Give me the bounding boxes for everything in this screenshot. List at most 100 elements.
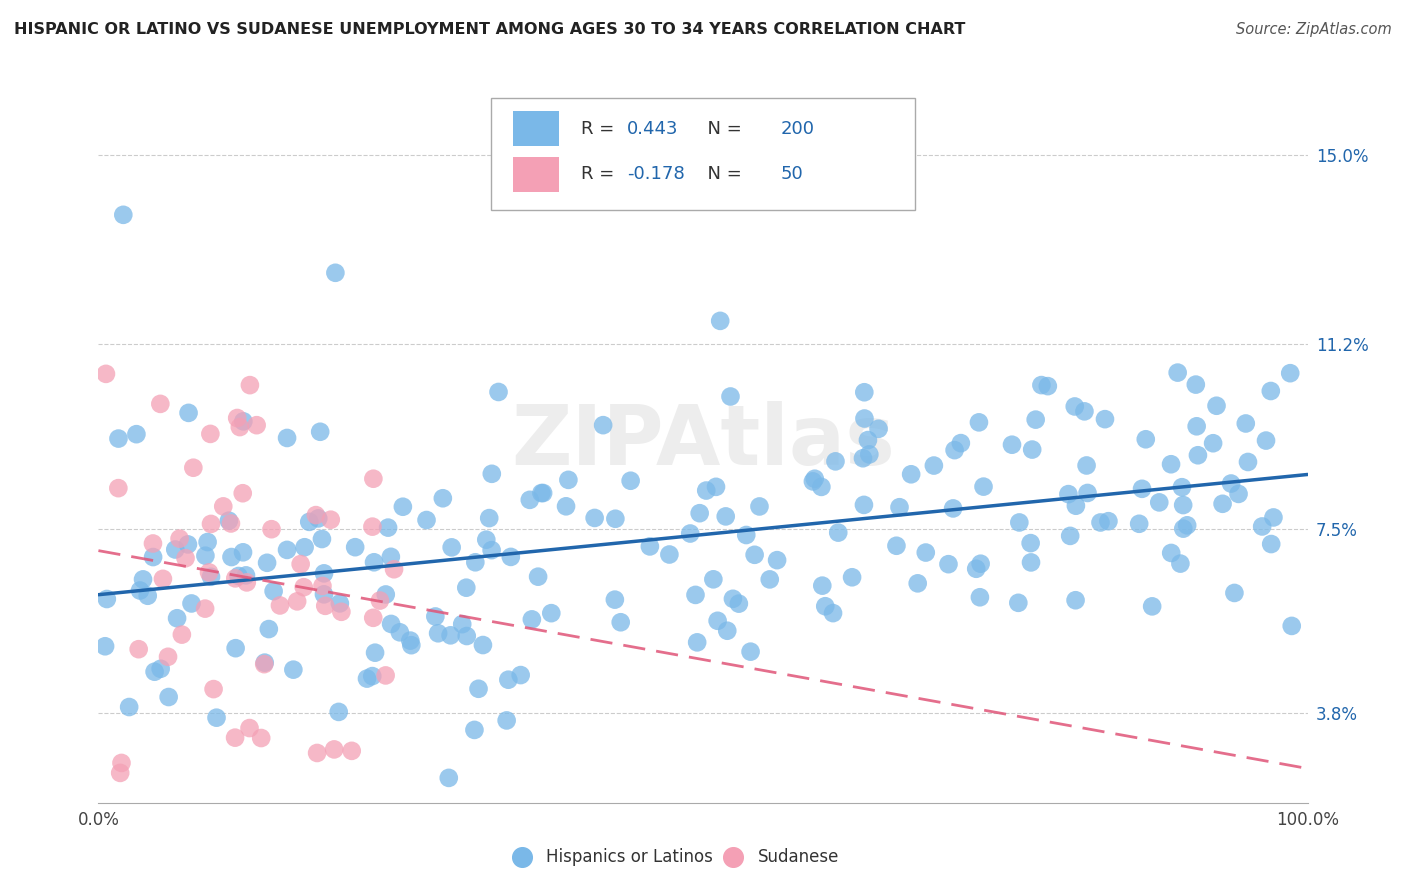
Point	[344, 540, 367, 554]
Point	[821, 606, 844, 620]
Point	[157, 690, 180, 704]
Point	[638, 540, 661, 554]
Point	[269, 599, 291, 613]
Point	[427, 626, 450, 640]
Point	[205, 711, 228, 725]
Point	[246, 418, 269, 433]
Point	[174, 551, 197, 566]
Point	[142, 549, 165, 564]
Point	[509, 668, 531, 682]
Point	[253, 657, 276, 672]
Point	[235, 568, 257, 582]
Point	[527, 570, 550, 584]
Point	[118, 700, 141, 714]
Text: N =: N =	[696, 120, 747, 137]
Point	[841, 570, 863, 584]
Point	[495, 714, 517, 728]
Point	[498, 673, 520, 687]
Point	[250, 731, 273, 745]
Point	[464, 555, 486, 569]
Point	[456, 581, 478, 595]
Point	[499, 549, 522, 564]
Point	[374, 587, 396, 601]
Point	[253, 656, 276, 670]
Point	[727, 597, 749, 611]
Text: Sudanese: Sudanese	[758, 848, 839, 866]
Point	[197, 535, 219, 549]
Point	[1173, 498, 1195, 512]
Point	[229, 420, 252, 434]
Point	[1097, 514, 1119, 528]
Point	[463, 723, 485, 737]
Point	[811, 579, 834, 593]
Point	[1160, 546, 1182, 560]
Text: 50: 50	[780, 165, 803, 183]
Point	[605, 512, 627, 526]
Point	[232, 414, 254, 428]
Point	[868, 422, 890, 436]
Point	[1025, 412, 1047, 426]
Point	[165, 542, 187, 557]
Point	[1149, 495, 1171, 509]
Text: ZIPAtlas: ZIPAtlas	[510, 401, 896, 482]
Point	[801, 475, 824, 489]
Point	[856, 433, 879, 447]
Point	[125, 427, 148, 442]
Point	[364, 646, 387, 660]
Point	[583, 511, 606, 525]
Point	[1140, 599, 1163, 614]
Point	[311, 579, 333, 593]
Point	[312, 566, 335, 581]
Point	[183, 460, 205, 475]
Point	[1185, 377, 1208, 392]
Point	[810, 480, 832, 494]
Point	[129, 583, 152, 598]
Point	[685, 588, 707, 602]
Point	[592, 418, 614, 433]
Point	[1185, 419, 1208, 434]
Point	[136, 589, 159, 603]
Point	[1031, 378, 1053, 392]
Point	[1001, 438, 1024, 452]
Point	[709, 314, 731, 328]
Point	[714, 509, 737, 524]
Point	[298, 515, 321, 529]
Point	[112, 208, 135, 222]
Point	[200, 426, 222, 441]
Point	[1064, 593, 1087, 607]
Point	[142, 536, 165, 550]
Point	[475, 533, 498, 547]
Point	[1260, 384, 1282, 398]
Point	[380, 616, 402, 631]
Point	[488, 384, 510, 399]
Point	[276, 431, 298, 445]
Point	[177, 537, 200, 551]
Point	[1227, 487, 1250, 501]
Point	[1130, 482, 1153, 496]
Point	[689, 506, 711, 520]
Point	[382, 562, 405, 576]
Point	[721, 591, 744, 606]
Point	[212, 500, 235, 514]
Point	[330, 605, 353, 619]
Point	[219, 516, 242, 531]
Point	[1171, 480, 1194, 494]
Point	[311, 532, 333, 546]
Point	[221, 549, 243, 564]
Point	[1007, 596, 1029, 610]
Point	[388, 625, 411, 640]
Point	[603, 592, 626, 607]
Point	[969, 591, 991, 605]
Point	[852, 451, 875, 466]
Point	[704, 480, 727, 494]
Point	[329, 596, 352, 610]
Point	[132, 573, 155, 587]
Point	[907, 576, 929, 591]
Point	[1212, 497, 1234, 511]
Point	[194, 601, 217, 615]
Point	[1279, 366, 1302, 380]
Point	[363, 472, 385, 486]
Point	[392, 500, 415, 514]
Point	[858, 447, 880, 461]
Point	[368, 593, 391, 607]
